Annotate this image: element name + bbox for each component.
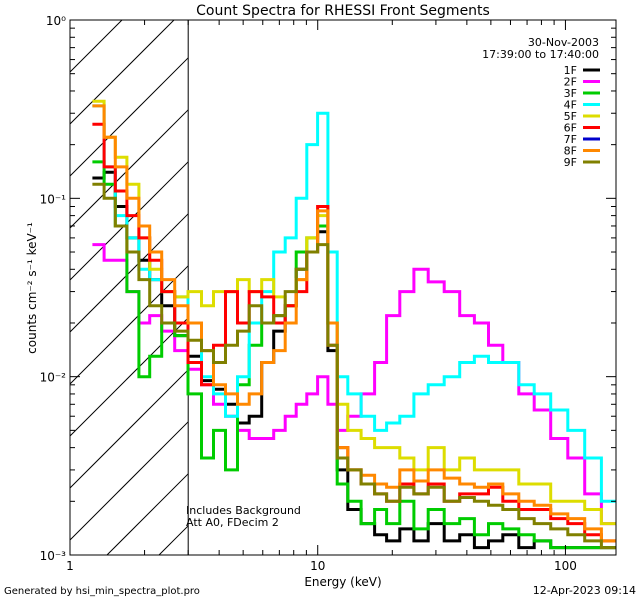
hatch-line	[69, 57, 189, 177]
y-tick-label: 10⁰	[46, 14, 66, 28]
legend-label-6F: 6F	[564, 122, 577, 135]
tick-labels: 1 10 100 10⁻³ 10⁻² 10⁻¹ 10⁰	[40, 14, 577, 573]
y-tick-label: 10⁻¹	[40, 192, 67, 206]
y-tick-label: 10⁻³	[40, 549, 67, 563]
series-layer	[92, 99, 616, 550]
hatch-line	[69, 161, 189, 281]
date-label: 30-Nov-2003	[528, 36, 599, 49]
hatch-line	[69, 317, 189, 437]
hatch-line	[158, 525, 189, 556]
legend-label-3F: 3F	[564, 87, 577, 100]
timestamp-label: 12-Apr-2023 09:14	[533, 584, 636, 597]
annotation-line: Includes Background	[186, 504, 301, 517]
series-line-9F	[92, 182, 616, 550]
x-tick-label: 1	[66, 559, 74, 573]
x-axis-label: Energy (keV)	[304, 575, 381, 589]
axis-ticks	[69, 19, 616, 556]
legend-label-7F: 7F	[564, 133, 577, 146]
hatch-line	[69, 369, 189, 489]
generated-by-label: Generated by hsi_min_spectra_plot.pro	[4, 586, 200, 597]
hatch-line	[106, 473, 189, 556]
time-range-label: 17:39:00 to 17:40:00	[482, 48, 599, 61]
hatch-line	[69, 213, 189, 333]
hatch-line	[69, 109, 189, 229]
legend-label-2F: 2F	[564, 76, 577, 89]
y-axis-label: counts cm⁻² s⁻¹ keV⁻¹	[25, 222, 39, 354]
x-tick-label: 100	[554, 559, 577, 573]
hatch-line	[69, 19, 175, 125]
hatch-line	[69, 421, 189, 541]
chart-title: Count Spectra for RHESSI Front Segments	[196, 3, 490, 19]
legend-label-1F: 1F	[564, 64, 577, 77]
hatch-line	[69, 265, 189, 385]
hatch-line	[69, 19, 123, 73]
plot-frame	[69, 19, 617, 556]
legend-label-4F: 4F	[564, 99, 577, 112]
legend-label-8F: 8F	[564, 145, 577, 158]
x-tick-label: 10	[310, 559, 325, 573]
legend-label-5F: 5F	[564, 110, 577, 123]
y-tick-label: 10⁻²	[40, 371, 67, 385]
hatched-region	[69, 19, 189, 556]
annotation-line: Att A0, FDecim 2	[186, 516, 279, 529]
legend-label-9F: 9F	[564, 156, 577, 169]
